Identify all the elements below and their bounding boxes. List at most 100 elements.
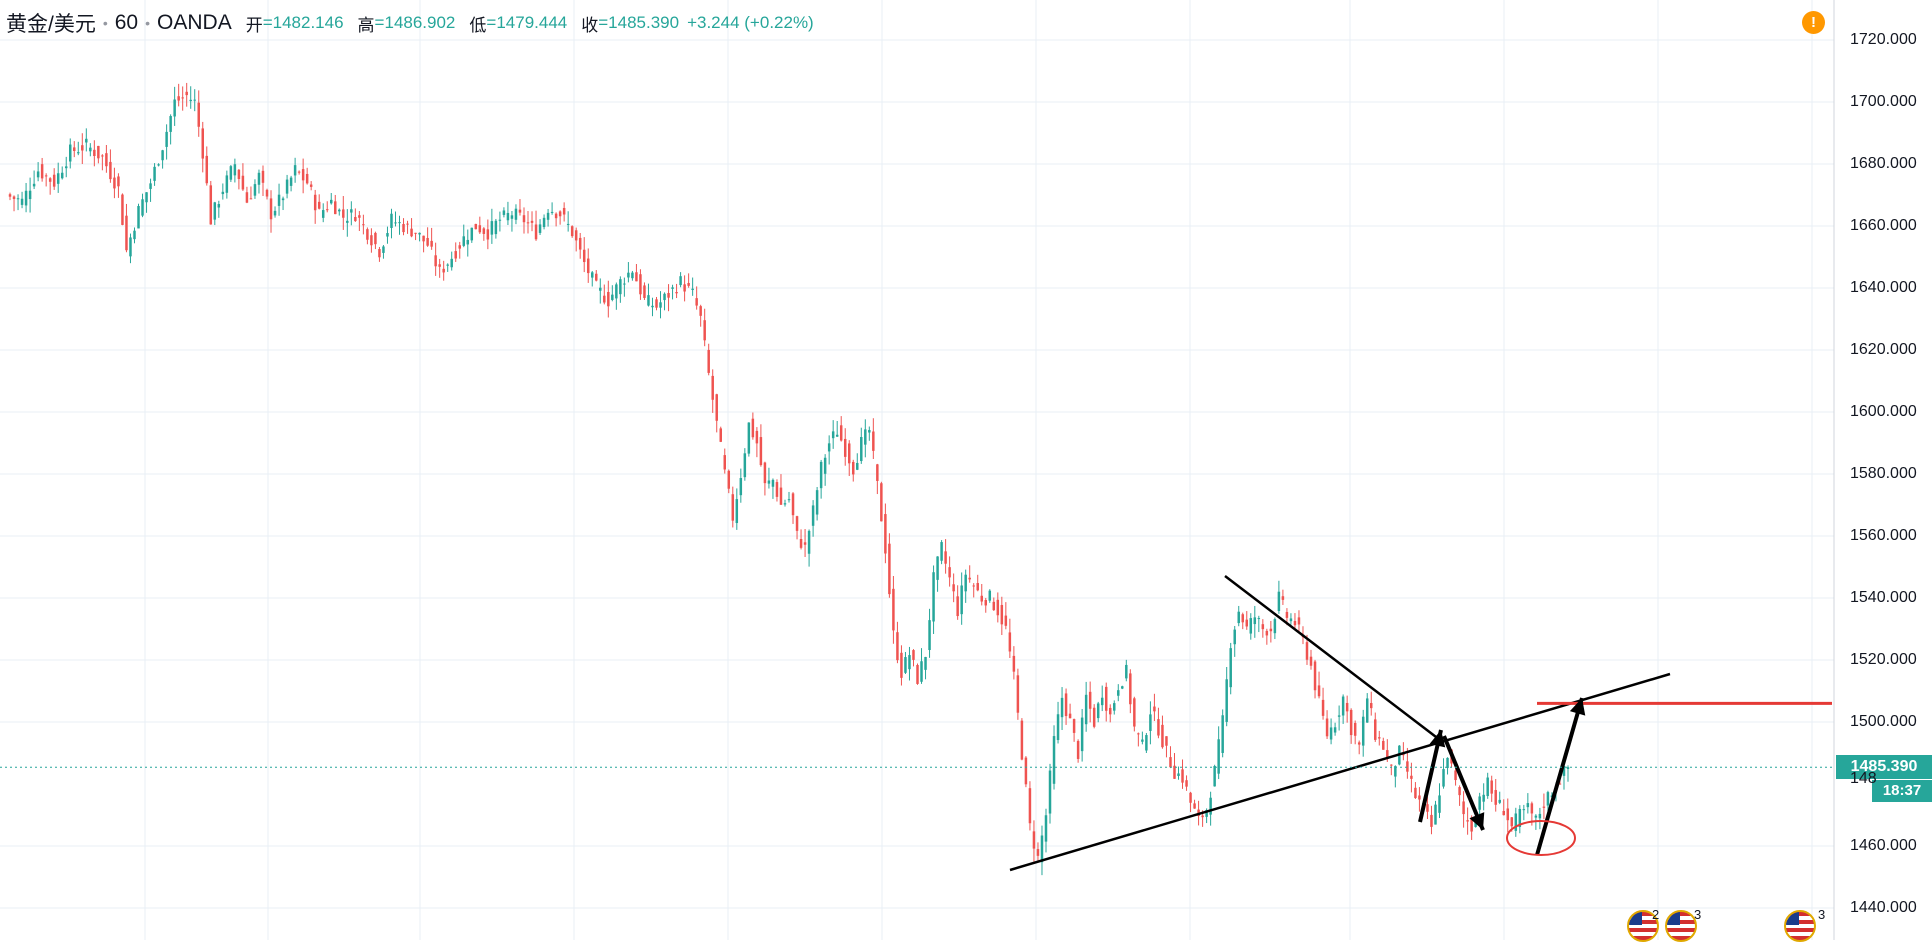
candle-body [1361,716,1365,746]
candle-body [269,198,273,220]
candle-body [434,255,437,267]
candle-body [827,443,831,452]
candle-body [663,293,666,301]
candle-body [932,572,935,622]
candle-body [36,171,40,178]
candle-body [149,183,152,189]
candle-body [599,287,602,291]
candle-body [325,209,329,211]
candle-body [996,599,1000,616]
candle-body [426,237,429,246]
candle-body [1546,792,1550,806]
candle-body [711,375,714,400]
price-axis-label: 1560.000 [1850,527,1917,544]
candle-body [956,596,959,617]
candle-body [1426,804,1429,812]
interval-label[interactable]: 60 [114,11,139,34]
candle-body [835,434,839,437]
candle-body [205,155,209,184]
candle-body [241,175,245,190]
candle-body [1502,810,1505,816]
candle-body [815,490,819,515]
candle-body [1410,775,1413,779]
candle-body [538,224,542,233]
candle-body [823,457,827,474]
us-flag-event-icon[interactable] [1784,910,1816,942]
candle-body [715,394,718,421]
candle-body [1530,803,1534,814]
candle-body [936,556,939,580]
candle-body [896,632,899,661]
candle-body [707,349,710,373]
candle-body [293,165,297,176]
candle-body [93,149,96,157]
price-axis-label: 1660.000 [1850,217,1917,234]
candle-body [675,291,678,294]
candle-body [1374,719,1377,740]
candle-body [502,210,506,215]
candle-body [643,285,646,298]
candle-body [161,150,164,161]
candle-body [1193,803,1196,809]
candle-body [217,204,221,208]
candle-body [691,288,694,291]
candle-body [81,145,84,151]
candle-body [1096,703,1100,719]
candle-body [1526,803,1530,808]
candle-body [478,225,482,233]
candle-body [964,574,967,592]
price-axis-label: 1680.000 [1850,155,1917,172]
candle-body [703,320,706,341]
us-flag-event-icon[interactable] [1665,910,1697,942]
alert-icon[interactable]: ! [1802,11,1825,34]
chart-drawings[interactable] [1009,575,1832,872]
price-axis-label: 1540.000 [1850,589,1917,606]
candle-body [1466,820,1469,822]
candle-body [747,422,751,454]
candle-body [980,595,983,602]
candle-body [1117,690,1120,696]
candle-body [394,222,397,224]
last-price-tag: 1485.390 [1836,755,1932,780]
candle-body [1325,718,1329,737]
candle-body [245,192,249,203]
candle-body [24,190,28,206]
candle-body [378,249,381,258]
candle-body [273,210,277,216]
low-value: 1479.444 [496,13,568,32]
price-axis-label: 1440.000 [1850,899,1917,916]
symbol-name[interactable]: 黄金/美元 [6,13,96,36]
candle-body [908,655,911,670]
candle-body [904,657,907,673]
legend-separator: • [145,15,151,31]
candle-body [1490,780,1493,794]
candle-body [699,306,702,316]
candle-body [346,220,349,223]
candle-body [615,284,618,299]
candle-body [197,102,200,127]
candle-body [301,169,305,181]
us-flag-event-icon[interactable] [1627,910,1659,942]
candle-body [77,152,80,154]
candle-body [1430,814,1433,827]
candle-body [1129,673,1132,705]
candle-body [960,585,963,615]
candle-body [28,190,32,200]
candle-body [888,543,891,595]
candle-body [73,147,76,151]
candle-body [1024,757,1028,785]
candle-body [807,530,811,554]
candle-body [1297,617,1301,625]
candle-body [1213,766,1216,787]
candle-body [1237,611,1240,624]
open-label: 开 [245,15,263,35]
low-eq: = [486,13,497,32]
candle-body [498,219,502,221]
candle-body [723,455,727,470]
candle-body [948,567,951,578]
candle-body [321,210,325,218]
candle-body [976,583,979,591]
candle-body [237,169,241,180]
candle-body [1265,630,1269,636]
